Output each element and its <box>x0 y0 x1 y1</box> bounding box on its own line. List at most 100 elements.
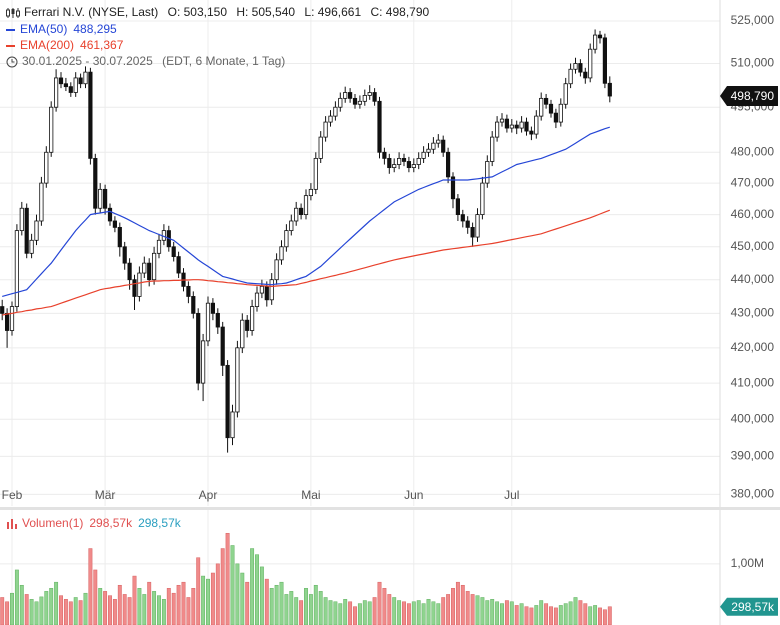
volume-value: 298,57k <box>89 516 133 530</box>
ema-line <box>2 209 611 316</box>
candle-body <box>504 118 510 129</box>
volume-bar <box>294 597 299 625</box>
volume-bar <box>176 584 181 625</box>
volume-bar <box>328 600 333 625</box>
volume-bar <box>348 601 353 625</box>
candle-body <box>210 302 215 314</box>
volume-bar <box>166 588 171 625</box>
candle-body <box>245 319 250 331</box>
volume-bar <box>514 605 519 625</box>
candle-body <box>240 319 245 349</box>
volume-bar <box>588 606 593 625</box>
x-tick-label: Mai <box>301 488 320 502</box>
volume-bar <box>152 591 157 625</box>
period: 30.01.2025 - 30.07.2025 <box>22 54 153 68</box>
volume-bar <box>299 600 304 625</box>
candle-body <box>509 124 514 129</box>
volume-bar <box>353 606 357 625</box>
candle-body <box>519 121 524 129</box>
x-tick-label: Jul <box>504 488 519 502</box>
candle-body <box>465 220 470 228</box>
volume-bar <box>196 557 201 625</box>
volume-bar <box>5 601 10 625</box>
volume-bar <box>490 599 495 625</box>
ema-line <box>2 126 610 297</box>
legend-name: EMA(50) <box>20 22 68 36</box>
volume-bar <box>225 532 230 625</box>
candle-body <box>225 364 230 439</box>
candle-body <box>191 296 196 314</box>
candle-body <box>431 142 436 150</box>
volume-bar <box>534 605 539 625</box>
candle-body <box>274 259 279 281</box>
candle-body <box>39 182 44 222</box>
candle-body <box>19 207 24 232</box>
volume-bar <box>602 609 607 625</box>
volume-bar <box>465 591 470 625</box>
y-tick-label: 470,000 <box>731 175 775 189</box>
volume-bar <box>44 591 49 625</box>
candle-body <box>279 246 284 261</box>
legend-entry: EMA(50) 488,295 <box>6 21 123 37</box>
candle-body <box>98 188 103 209</box>
candle-body <box>514 124 519 129</box>
panel-separator <box>0 507 780 510</box>
candle-body <box>318 136 323 159</box>
candle-body <box>455 198 461 216</box>
header-line: Ferrari N.V. (NYSE, Last) O: 503,150 H: … <box>6 4 435 20</box>
candle-body <box>156 239 162 254</box>
volume-bar <box>98 588 103 625</box>
candle-body <box>0 306 5 314</box>
y-tick-label: 390,000 <box>731 449 775 463</box>
volume-bar <box>392 597 397 625</box>
volume-bar <box>362 600 367 625</box>
candle-body <box>269 279 274 301</box>
candle-body <box>298 207 304 216</box>
volume-bar <box>122 594 127 625</box>
volume-bar <box>426 599 431 625</box>
volume-bar <box>255 554 259 625</box>
candle-body <box>205 302 211 342</box>
volume-bar <box>323 597 328 625</box>
candle-body <box>289 220 294 232</box>
y-tick-label: 400,000 <box>731 411 775 425</box>
candle-body <box>196 312 201 384</box>
price-tag-label: 498,790 <box>731 89 775 103</box>
candle-body <box>147 262 152 281</box>
candle-body <box>83 71 88 85</box>
volume-bar <box>411 601 416 625</box>
volume-bar <box>34 601 39 625</box>
candle-body <box>176 256 181 274</box>
candle-body <box>103 188 108 209</box>
y-tick-label: 380,000 <box>731 487 775 501</box>
candle-body <box>122 246 127 264</box>
volume-bar <box>108 595 112 625</box>
candle-body <box>220 326 225 366</box>
y-tick-label: 525,000 <box>731 13 775 27</box>
volume-bar <box>54 581 59 625</box>
candle-body <box>127 262 132 281</box>
high-label: H: 505,540 <box>236 5 296 19</box>
volume-bar <box>441 597 446 625</box>
candle-body <box>372 92 377 102</box>
volume-bar <box>279 581 284 625</box>
volume-bar <box>88 548 93 625</box>
legend-name: EMA(200) <box>20 38 75 52</box>
y-tick-label: 440,000 <box>731 272 775 286</box>
candle-body <box>29 239 34 254</box>
volume-bar <box>558 605 563 625</box>
volume-bar <box>14 569 19 625</box>
candle-body <box>421 151 426 159</box>
price-tag <box>720 86 778 107</box>
candle-body <box>68 86 73 93</box>
candle-body <box>343 92 348 99</box>
volume-bar <box>73 597 78 625</box>
volume-bar <box>421 603 426 625</box>
candle-body <box>142 262 147 274</box>
candle-body <box>499 118 505 123</box>
candle-body <box>9 306 15 331</box>
clock-icon <box>6 56 18 68</box>
x-tick-label: Mär <box>95 488 116 502</box>
volume-bar <box>436 603 441 625</box>
volume-bar <box>583 603 588 625</box>
